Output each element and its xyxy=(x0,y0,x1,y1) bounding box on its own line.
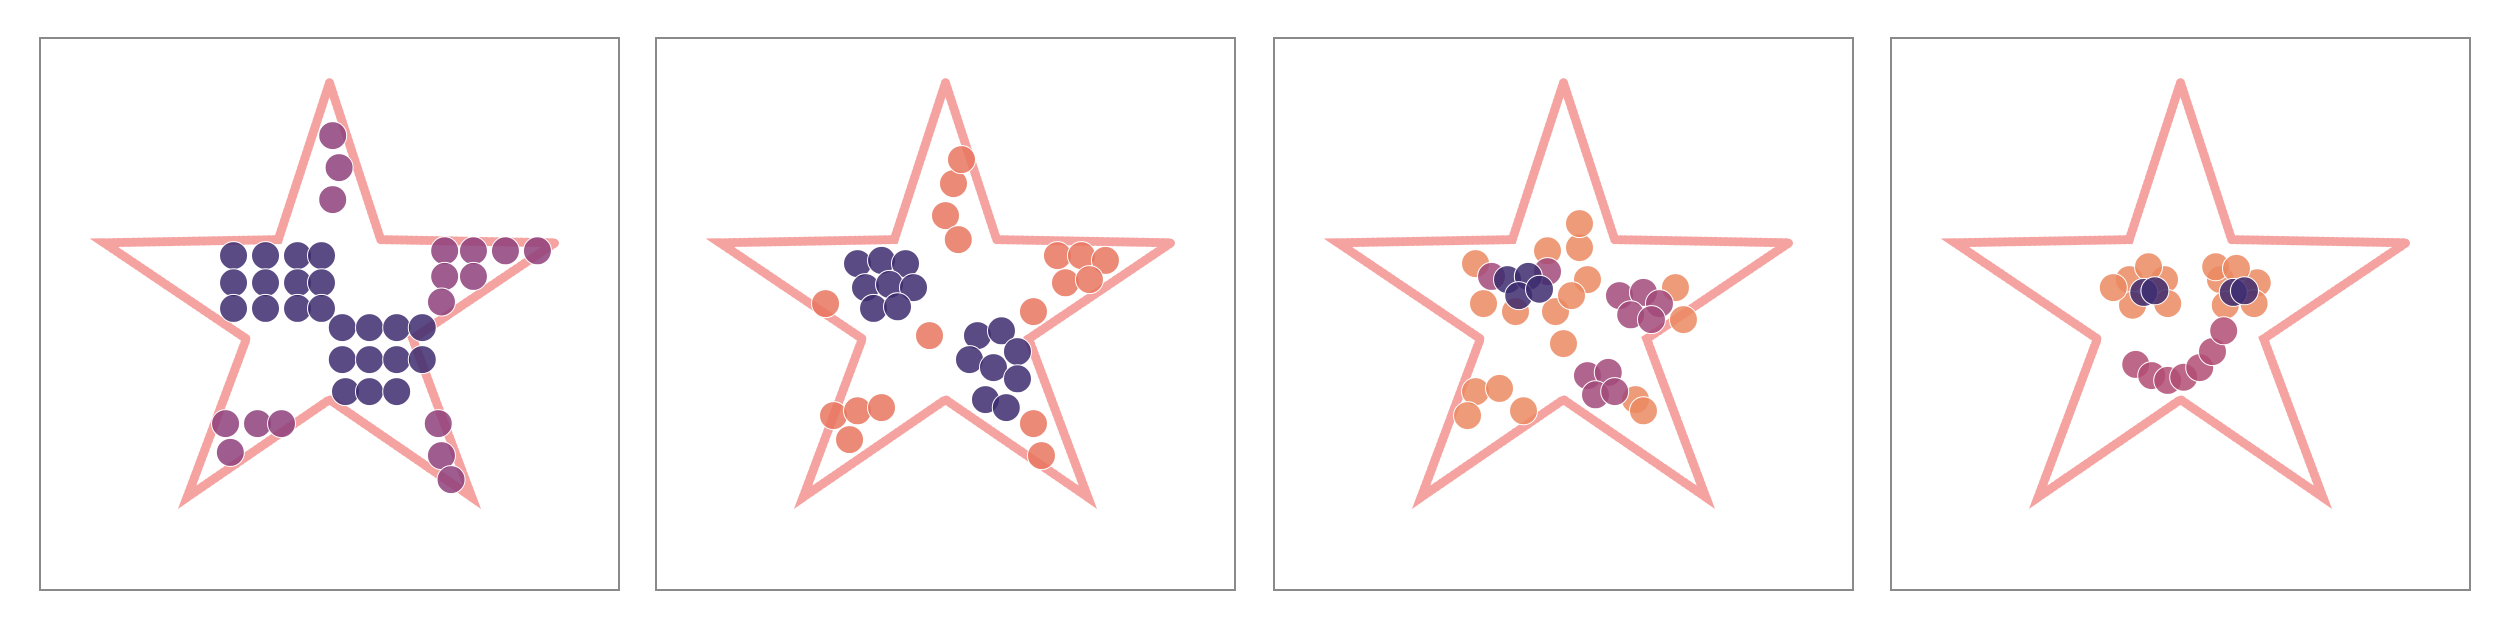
point xyxy=(382,313,412,343)
point xyxy=(307,268,337,298)
point xyxy=(318,185,348,215)
point xyxy=(2098,273,2128,303)
point xyxy=(811,289,841,319)
point xyxy=(407,313,437,343)
point xyxy=(1074,265,1104,295)
point xyxy=(426,287,456,317)
panel-frame xyxy=(1890,37,2471,591)
point xyxy=(867,393,897,423)
star-outline xyxy=(705,78,1186,509)
point xyxy=(1090,245,1120,275)
star-outline xyxy=(1323,78,1804,509)
point xyxy=(978,353,1008,383)
point xyxy=(251,241,281,271)
point xyxy=(423,409,453,439)
point xyxy=(458,261,488,291)
point xyxy=(835,425,865,455)
panel xyxy=(655,37,1236,591)
point xyxy=(1564,209,1594,239)
point xyxy=(354,313,384,343)
point xyxy=(251,268,281,298)
point xyxy=(1050,268,1080,298)
point xyxy=(1453,401,1483,431)
point xyxy=(843,396,873,426)
point xyxy=(1509,396,1539,426)
point xyxy=(943,225,973,255)
point xyxy=(430,236,460,266)
panel xyxy=(39,37,620,591)
point xyxy=(219,293,249,323)
panel xyxy=(1890,37,2471,591)
point xyxy=(1549,329,1578,359)
point xyxy=(1018,297,1048,327)
point xyxy=(382,345,412,375)
point xyxy=(1018,409,1048,439)
point xyxy=(219,268,249,298)
point xyxy=(327,345,357,375)
point xyxy=(1525,274,1555,304)
point xyxy=(2209,316,2239,346)
point xyxy=(215,437,245,467)
point xyxy=(382,377,412,407)
point xyxy=(1636,305,1666,335)
point xyxy=(1668,305,1698,335)
point xyxy=(946,145,976,175)
point xyxy=(307,293,337,323)
point xyxy=(490,236,520,266)
point xyxy=(1628,396,1658,426)
point xyxy=(458,236,488,266)
point xyxy=(986,316,1016,346)
point xyxy=(991,393,1021,423)
point xyxy=(1026,441,1056,471)
point xyxy=(883,292,913,322)
point xyxy=(354,345,384,375)
panel xyxy=(1273,37,1854,591)
point xyxy=(327,313,357,343)
point xyxy=(2134,252,2164,282)
point xyxy=(324,153,354,183)
point xyxy=(1485,373,1515,403)
point xyxy=(522,236,552,266)
point xyxy=(430,261,460,291)
point xyxy=(211,409,241,439)
point xyxy=(1002,364,1032,394)
point xyxy=(407,345,437,375)
point xyxy=(307,241,337,271)
point xyxy=(899,273,929,303)
point xyxy=(1600,377,1630,407)
star-outline xyxy=(1940,78,2421,509)
point xyxy=(318,121,348,151)
point xyxy=(1469,289,1499,319)
point xyxy=(219,241,249,271)
point xyxy=(915,321,945,351)
point xyxy=(931,201,960,231)
point xyxy=(436,465,466,495)
point xyxy=(819,401,849,431)
point xyxy=(1002,337,1032,367)
point xyxy=(2140,276,2170,306)
point xyxy=(2229,276,2259,306)
point xyxy=(354,377,384,407)
panel-frame xyxy=(655,37,1236,591)
point xyxy=(1556,281,1586,311)
point xyxy=(251,293,281,323)
point xyxy=(267,409,297,439)
